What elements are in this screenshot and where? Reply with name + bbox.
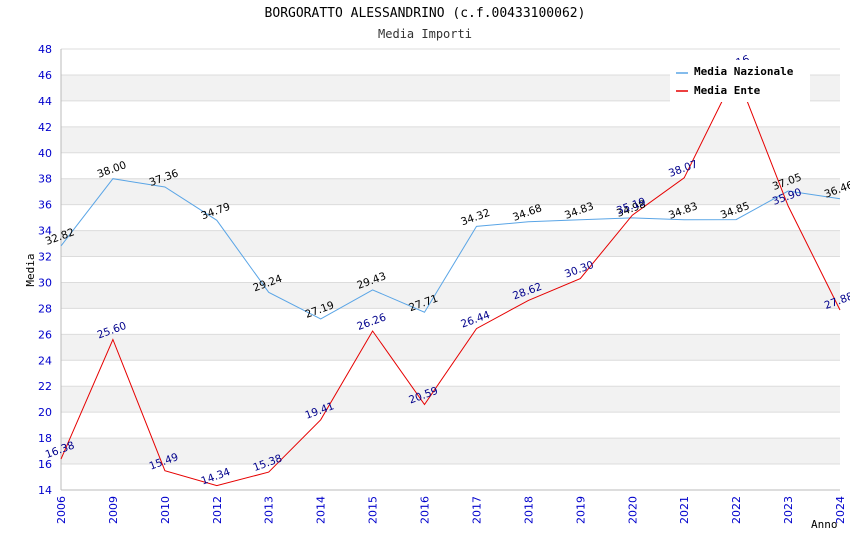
data-label: 38.00: [96, 159, 128, 181]
y-tick-label: 42: [38, 121, 52, 134]
series-line-media-ente: [60, 71, 841, 487]
data-label: 38.07: [667, 158, 699, 180]
y-tick-label: 18: [38, 432, 52, 445]
y-tick-label: 34: [38, 225, 52, 238]
y-tick-label: 40: [38, 147, 52, 160]
chart-title: BORGORATTO ALESSANDRINO (c.f.00433100062…: [264, 6, 586, 21]
y-tick-label: 28: [38, 302, 52, 315]
x-tick-label: 2019: [574, 496, 587, 524]
y-tick-label: 32: [38, 251, 52, 264]
data-label: 14.34: [200, 466, 233, 488]
x-tick-label: 2009: [107, 496, 120, 524]
grid-lines: [61, 48, 840, 491]
grid-band: [61, 386, 840, 413]
x-tick-label: 2018: [522, 496, 535, 524]
x-tick-label: 2015: [367, 496, 380, 524]
grid-bands: [61, 74, 840, 465]
y-tick-label: 36: [38, 199, 52, 212]
x-tick-label: 2013: [263, 496, 276, 524]
legend: Media Nazionale Media Ente: [670, 60, 810, 102]
y-tick-labels: 14 16 18 20 22 24 26 28 30 32 34 36 38 40 42 44 46 48: [38, 43, 52, 497]
legend-box: [670, 60, 810, 102]
x-axis-title: Anno: [811, 518, 838, 531]
x-tick-label: 2006: [55, 496, 68, 524]
x-tick-label: 2024: [834, 496, 847, 524]
y-tick-label: 14: [38, 484, 52, 497]
y-axis-title: Media: [24, 253, 37, 286]
x-tick-labels: 2006 2009 2010 2012 2013 2014 2015 2016 2017 2018…: [55, 496, 847, 524]
y-tick-label: 44: [38, 95, 52, 108]
x-tick-label: 2021: [678, 496, 691, 524]
y-tick-label: 30: [38, 276, 52, 289]
data-label: 34.68: [511, 202, 543, 224]
legend-label-media-nazionale: Media Nazionale: [694, 65, 794, 78]
y-tick-label: 46: [38, 69, 52, 82]
grid-band: [61, 230, 840, 257]
series-line-media-nazionale: [60, 178, 841, 320]
x-tick-label: 2014: [315, 496, 328, 524]
grid-band: [61, 178, 840, 205]
grid-band: [61, 334, 840, 361]
series-lines: [60, 71, 841, 487]
x-tick-label: 2023: [782, 496, 795, 524]
axes: [60, 49, 840, 491]
x-tick-label: 2016: [419, 496, 432, 524]
grid-band: [61, 438, 840, 465]
y-tick-label: 48: [38, 43, 52, 56]
x-tick-label: 2020: [626, 496, 639, 524]
grid-band: [61, 126, 840, 153]
grid-band: [61, 282, 840, 309]
x-tick-label: 2022: [730, 496, 743, 524]
x-tick-label: 2010: [159, 496, 172, 524]
y-tick-label: 38: [38, 173, 52, 186]
y-tick-label: 26: [38, 328, 52, 341]
y-tick-label: 22: [38, 380, 52, 393]
x-tick-label: 2017: [470, 496, 483, 524]
y-tick-label: 20: [38, 406, 52, 419]
data-label: 26.26: [355, 311, 388, 333]
y-tick-label: 24: [38, 354, 52, 367]
data-label: 30.30: [563, 259, 595, 281]
chart-subtitle: Media Importi: [378, 27, 472, 41]
x-tick-label: 2012: [211, 496, 224, 524]
data-label: 26.44: [459, 309, 492, 331]
legend-label-media-ente: Media Ente: [694, 84, 761, 97]
y-tick-label: 16: [38, 458, 52, 471]
